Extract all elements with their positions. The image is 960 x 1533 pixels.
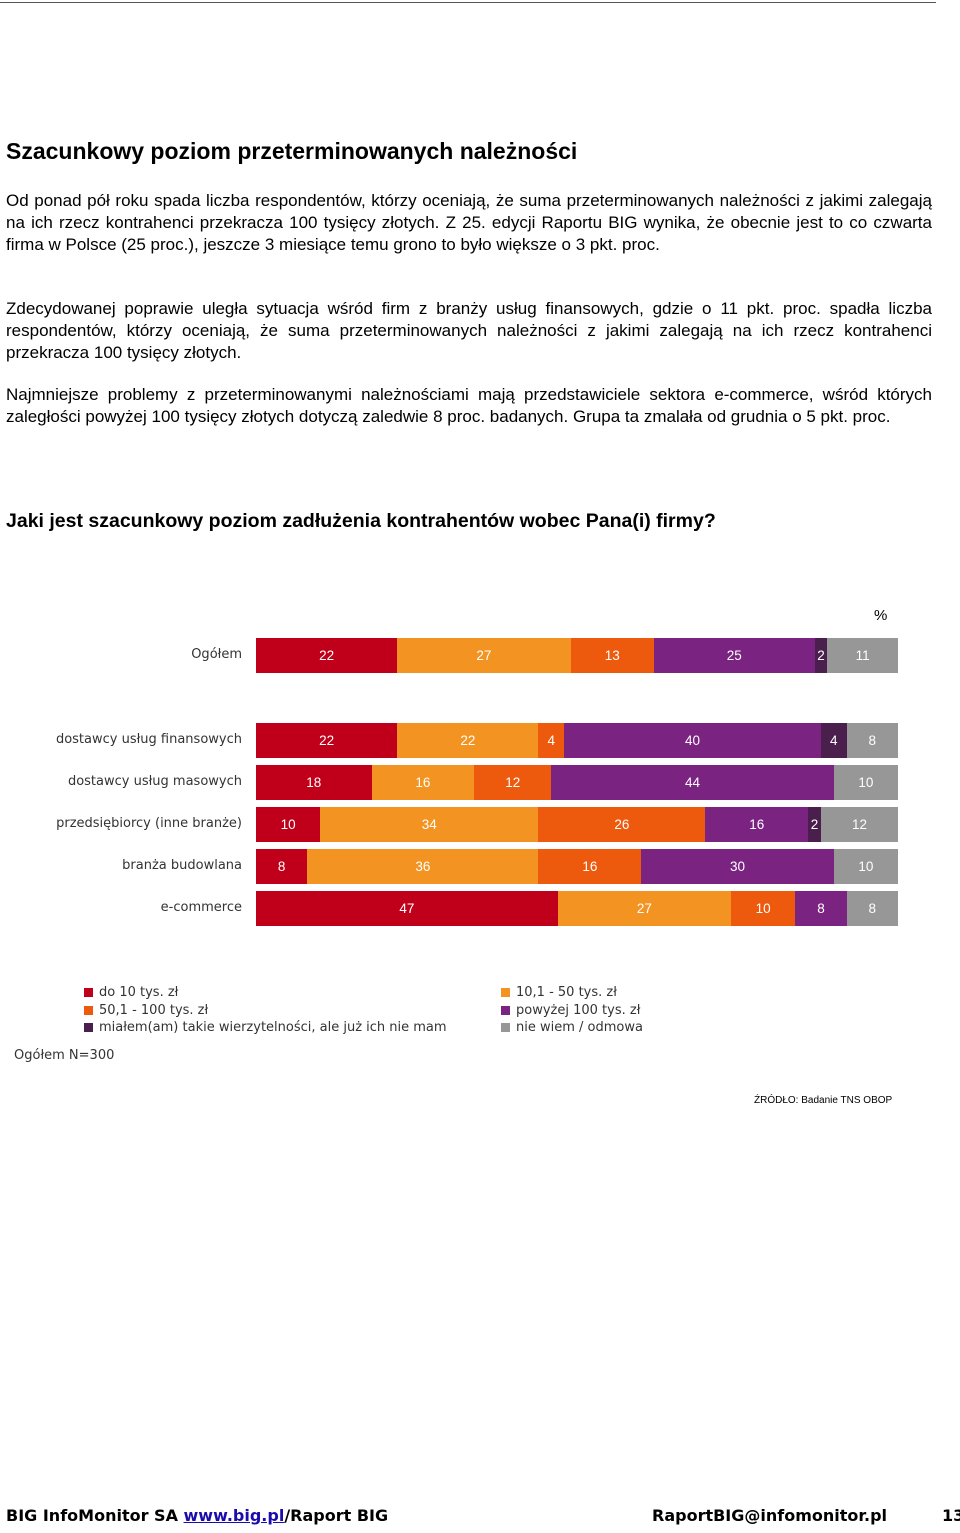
legend-item-do-10: do 10 tys. zł	[84, 984, 447, 1002]
footer-website-link[interactable]: www.big.pl	[183, 1506, 285, 1525]
legend-label: 10,1 - 50 tys. zł	[516, 985, 617, 1001]
bar-segment: 10	[731, 891, 796, 926]
bar-segment: 26	[538, 807, 706, 842]
bar-segment: 16	[705, 807, 809, 842]
bar-segment: 8	[256, 849, 308, 884]
bar-segment: 47	[256, 891, 558, 926]
footer-left: BIG InfoMonitor SA www.big.pl/Raport BIG	[6, 1506, 388, 1525]
bar-segment: 8	[846, 723, 898, 758]
percent-unit-label: %	[874, 607, 888, 624]
legend-label: powyżej 100 tys. zł	[516, 1002, 641, 1018]
bar-segment: 2	[808, 807, 821, 842]
legend-item-powyzej-100: powyżej 100 tys. zł	[501, 1002, 643, 1020]
page-title: Szacunkowy poziom przeterminowanych nale…	[6, 138, 578, 164]
bar-segment: 30	[641, 849, 834, 884]
paragraph-2: Zdecydowanej poprawie uległa sytuacja wś…	[6, 299, 932, 362]
legend-item-mialem: miałem(am) takie wierzytelności, ale już…	[84, 1019, 447, 1037]
bar-row: 47 27 10 8 8	[256, 891, 898, 926]
bar-segment: 18	[256, 765, 372, 800]
bar-segment: 40	[564, 723, 821, 758]
paragraph-1: Od ponad pół roku spada liczba responden…	[6, 191, 932, 254]
footer-report-name: /Raport BIG	[284, 1506, 389, 1525]
category-label: Ogółem	[191, 647, 242, 662]
category-label: dostawcy usług finansowych	[55, 732, 242, 747]
sample-size-note: Ogółem N=300	[14, 1048, 115, 1063]
legend-label: nie wiem / odmowa	[516, 1020, 643, 1036]
source-note: ŹRÓDŁO: Badanie TNS OBOP	[754, 1095, 893, 1106]
bar-row: 8 36 16 30 10	[256, 849, 898, 884]
bar-row: 22 22 4 40 4 8	[256, 723, 898, 758]
top-rule	[0, 2, 936, 3]
bar-segment: 25	[654, 638, 815, 673]
bar-segment: 8	[795, 891, 847, 926]
legend-column-right: 10,1 - 50 tys. zł powyżej 100 tys. zł ni…	[501, 984, 643, 1037]
legend-item-50-100: 50,1 - 100 tys. zł	[84, 1002, 447, 1020]
bar-segment: 34	[320, 807, 539, 842]
legend-swatch	[84, 988, 93, 998]
bar-segment: 22	[256, 638, 398, 673]
paragraph-3: Najmniejsze problemy z przeterminowanymi…	[6, 385, 932, 426]
bar-segment: 44	[551, 765, 834, 800]
legend-swatch	[501, 1023, 510, 1033]
bar-segment: 36	[307, 849, 539, 884]
category-label: e-commerce	[160, 900, 242, 915]
bar-segment: 10	[833, 849, 898, 884]
bar-segment: 27	[397, 638, 571, 673]
bar-row: 22 27 13 25 2 11	[256, 638, 898, 673]
footer-email[interactable]: RaportBIG@infomonitor.pl	[652, 1506, 888, 1525]
bar-segment: 2	[814, 638, 828, 673]
bar-segment: 22	[256, 723, 398, 758]
bar-segment: 16	[371, 765, 475, 800]
bar-row: 18 16 12 44 10	[256, 765, 898, 800]
legend-swatch	[501, 988, 510, 998]
legend-column-left: do 10 tys. zł 50,1 - 100 tys. zł miałem(…	[84, 984, 447, 1037]
legend-swatch	[501, 1005, 510, 1015]
bar-segment: 4	[538, 723, 565, 758]
legend-swatch	[84, 1023, 93, 1033]
bar-segment: 12	[474, 765, 552, 800]
bar-segment: 10	[256, 807, 321, 842]
legend-item-nie-wiem: nie wiem / odmowa	[501, 1019, 643, 1037]
chart-question: Jaki jest szacunkowy poziom zadłużenia k…	[6, 510, 716, 532]
category-label: przedsiębiorcy (inne branże)	[56, 816, 242, 831]
bar-row: 10 34 26 16 2 12	[256, 807, 898, 842]
footer-company: BIG InfoMonitor SA	[6, 1506, 184, 1525]
page-number: 13	[942, 1506, 960, 1525]
bar-segment: 13	[570, 638, 655, 673]
bar-segment: 11	[827, 638, 898, 673]
bar-segment: 10	[833, 765, 898, 800]
bar-segment: 12	[820, 807, 898, 842]
category-label: branża budowlana	[122, 858, 242, 873]
legend-label: miałem(am) takie wierzytelności, ale już…	[99, 1020, 447, 1036]
bar-segment: 4	[820, 723, 847, 758]
legend-label: do 10 tys. zł	[99, 985, 179, 1001]
legend-item-10-50: 10,1 - 50 tys. zł	[501, 984, 643, 1002]
bar-segment: 8	[846, 891, 898, 926]
legend-swatch	[84, 1005, 93, 1015]
bar-segment: 22	[397, 723, 539, 758]
bar-segment: 27	[557, 891, 732, 926]
category-label: dostawcy usług masowych	[67, 774, 242, 789]
bar-segment: 16	[538, 849, 642, 884]
legend-label: 50,1 - 100 tys. zł	[99, 1002, 209, 1018]
